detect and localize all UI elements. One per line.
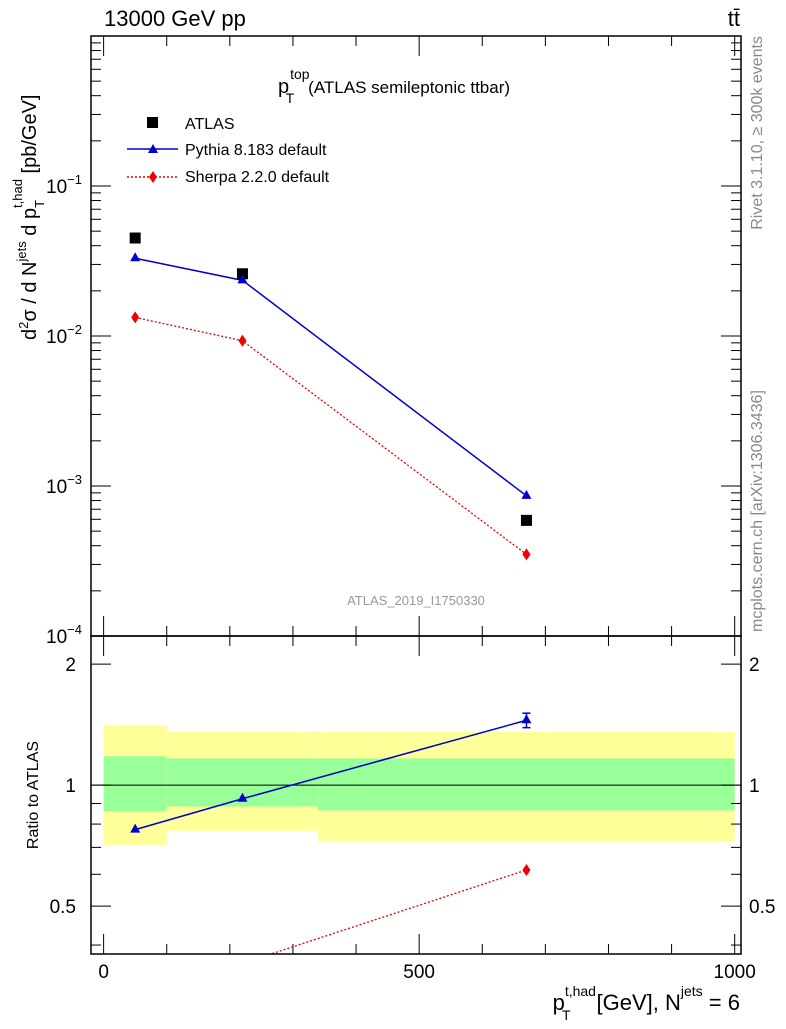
ratio-data (130, 712, 532, 1004)
ratio-y-tick-labels: 2 2 1 1 0.5 0.5 (50, 655, 776, 918)
y-tick-label: 10−1 (46, 172, 82, 198)
rivet-label: Rivet 3.1.10, ≥ 300k events (749, 36, 766, 230)
legend-atlas-marker (147, 117, 158, 128)
pythia-ratio-point (237, 792, 248, 802)
x-tick-label: 500 (403, 962, 435, 983)
ratio-uncertainty-bands (91, 725, 741, 845)
y-tick-label: 10−2 (46, 322, 82, 348)
mcplots-label: mcplots.cern.ch [arXiv:1306.3436] (749, 390, 766, 632)
legend-sherpa-marker (149, 171, 157, 183)
ratio-panel: 2 2 1 1 0.5 0.5 0 500 1000 Ratio to ATLAS pt,ha… (25, 635, 776, 1023)
main-title: ptop T (ATLAS semileptonic ttbar) (278, 66, 510, 106)
main-axis-ticks (91, 36, 741, 637)
y-label-two: 2 (16, 322, 31, 329)
y-tick-label: 10−3 (46, 472, 82, 498)
x-tick-label: 0 (98, 962, 109, 983)
x-tick-label: 1000 (714, 962, 756, 983)
sherpa-point (131, 311, 140, 324)
x-tick-labels: 0 500 1000 (98, 962, 755, 983)
pythia-ratio-point (521, 714, 532, 724)
ratio-y-axis-label: Ratio to ATLAS (25, 741, 42, 849)
y-label-units: [pb/GeV] (19, 95, 41, 180)
x-label-thad: t,had (565, 983, 596, 999)
pythia-point (237, 274, 248, 284)
title-subscript: T (286, 90, 295, 106)
y-label-t: T (32, 200, 47, 208)
x-label-unit: [GeV], N (597, 990, 681, 1015)
y-label-thad: t,had (10, 179, 25, 208)
y-tick-label: 10−4 (46, 622, 82, 648)
atlas-point (236, 268, 248, 280)
sherpa-point (522, 548, 531, 561)
legend-pythia-marker (148, 144, 158, 153)
main-y-axis-label: d2σ / d Njets d pTt,had [pb/GeV] (10, 95, 47, 340)
main-data (129, 232, 532, 561)
sherpa-ratio-point (238, 957, 246, 969)
ratio-y-tick-label-right: 2 (749, 655, 760, 676)
title-text: (ATLAS semileptonic ttbar) (308, 78, 510, 97)
x-label-t: T (562, 1007, 571, 1023)
main-panel: 10−1 10−2 10−3 10−4 ptop T (ATLAS semileptoni… (10, 35, 742, 648)
main-y-tick-labels: 10−1 10−2 10−3 10−4 (46, 172, 82, 648)
ratio-inner-band (103, 756, 167, 812)
x-axis-label: pt,had T [GeV], Njets = 6 (553, 983, 740, 1023)
sherpa-point (238, 334, 247, 347)
sherpa-ratio-point (131, 992, 139, 1004)
atlas-point (520, 514, 532, 526)
x-label-jets: jets (680, 983, 703, 999)
sherpa-ratio-point (522, 863, 531, 876)
pythia-point (130, 252, 141, 262)
sherpa-line (135, 316, 527, 555)
legend: ATLAS Pythia 8.183 default Sherpa 2.2.0 … (127, 116, 330, 186)
energy-label: 13000 GeV pp (104, 6, 246, 31)
ratio-inner-band (318, 758, 735, 811)
atlas-point (129, 232, 141, 244)
pythia-point (521, 489, 532, 499)
ratio-axis-ticks (91, 636, 741, 954)
legend-pythia-label: Pythia 8.183 default (185, 142, 327, 159)
title-symbol: p (278, 76, 289, 98)
process-label: tt̄ (728, 6, 740, 31)
x-label-value: = 6 (703, 990, 740, 1015)
ratio-frame (90, 635, 742, 955)
y-label-sigma: σ / d N (19, 262, 41, 322)
legend-sherpa-label: Sherpa 2.2.0 default (185, 169, 330, 186)
ratio-y-tick-label: 2 (65, 655, 76, 676)
sherpa-ratio-line (269, 869, 527, 954)
y-label-dp: d p (19, 208, 41, 241)
ratio-y-tick-label: 1 (65, 776, 76, 797)
y-label-jets: jets (14, 241, 29, 263)
y-label-d2sigma: d (19, 329, 41, 340)
ratio-y-tick-label: 0.5 (50, 897, 76, 918)
analysis-watermark: ATLAS_2019_I1750330 (347, 593, 485, 608)
pythia-line (135, 257, 527, 497)
title-superscript: top (290, 66, 310, 82)
x-label-p: p (553, 990, 565, 1015)
pythia-ratio-point (130, 823, 141, 833)
legend-atlas-label: ATLAS (185, 116, 235, 133)
ratio-y-tick-label-right: 0.5 (749, 897, 775, 918)
ratio-y-tick-label-right: 1 (749, 776, 760, 797)
